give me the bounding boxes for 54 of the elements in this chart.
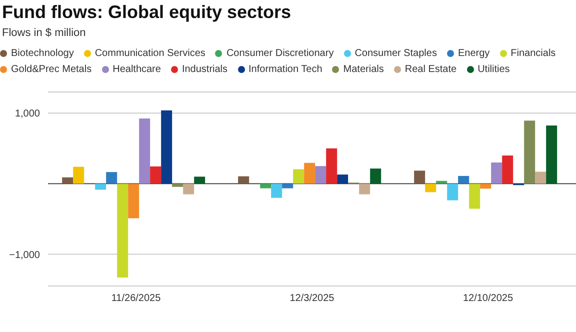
bar <box>524 120 536 184</box>
bar <box>260 184 272 188</box>
chart-title: Fund flows: Global equity sectors <box>2 2 292 23</box>
legend-label: Communication Services <box>94 48 206 59</box>
bar <box>535 172 546 184</box>
bar <box>293 169 304 184</box>
bar <box>469 184 480 209</box>
chart-subtitle: Flows in $ million <box>2 27 86 39</box>
bar <box>502 155 514 184</box>
bar <box>194 176 206 184</box>
y-tick-label: −1,000 <box>9 250 40 261</box>
bar <box>172 184 184 187</box>
legend-label: Energy <box>458 48 490 59</box>
bar <box>161 110 172 184</box>
bar <box>282 184 294 188</box>
bar <box>491 162 502 184</box>
x-tick-label: 11/26/2025 <box>111 293 162 304</box>
bar <box>106 172 118 184</box>
legend-label: Biotechnology <box>11 48 74 59</box>
legend-label: Consumer Discretionary <box>226 48 334 59</box>
legend-label: Gold&Prec Metals <box>11 64 92 75</box>
bar <box>139 118 150 184</box>
y-tick-label: 1,000 <box>14 108 40 120</box>
bar <box>183 184 194 194</box>
x-tick-label: 12/10/2025 <box>462 293 514 304</box>
bar <box>95 184 106 190</box>
bar <box>150 166 162 184</box>
legend-label: Consumer Staples <box>354 48 437 59</box>
bar <box>359 184 370 194</box>
bar <box>414 170 426 184</box>
bar <box>425 184 436 192</box>
bar <box>315 166 326 184</box>
legend-label: Real Estate <box>404 64 457 75</box>
bar <box>458 176 470 184</box>
bar <box>337 174 348 184</box>
bar <box>62 177 74 184</box>
bar <box>304 162 316 184</box>
bar <box>271 184 282 198</box>
legend-label: Utilities <box>478 64 510 75</box>
bar <box>117 184 128 278</box>
legend-label: Financials <box>510 48 556 59</box>
legend-label: Industrials <box>182 64 228 75</box>
bar <box>370 168 382 184</box>
bar <box>447 184 458 200</box>
bar <box>238 176 250 184</box>
legend-label: Healthcare <box>112 64 161 75</box>
bar <box>73 166 84 184</box>
bar <box>326 148 338 184</box>
bar <box>480 184 492 189</box>
bar <box>546 126 558 184</box>
bar <box>128 184 140 218</box>
legend-label: Information Tech <box>248 64 322 75</box>
legend-label: Materials <box>343 64 384 75</box>
x-tick-label: 12/3/2025 <box>290 293 335 304</box>
